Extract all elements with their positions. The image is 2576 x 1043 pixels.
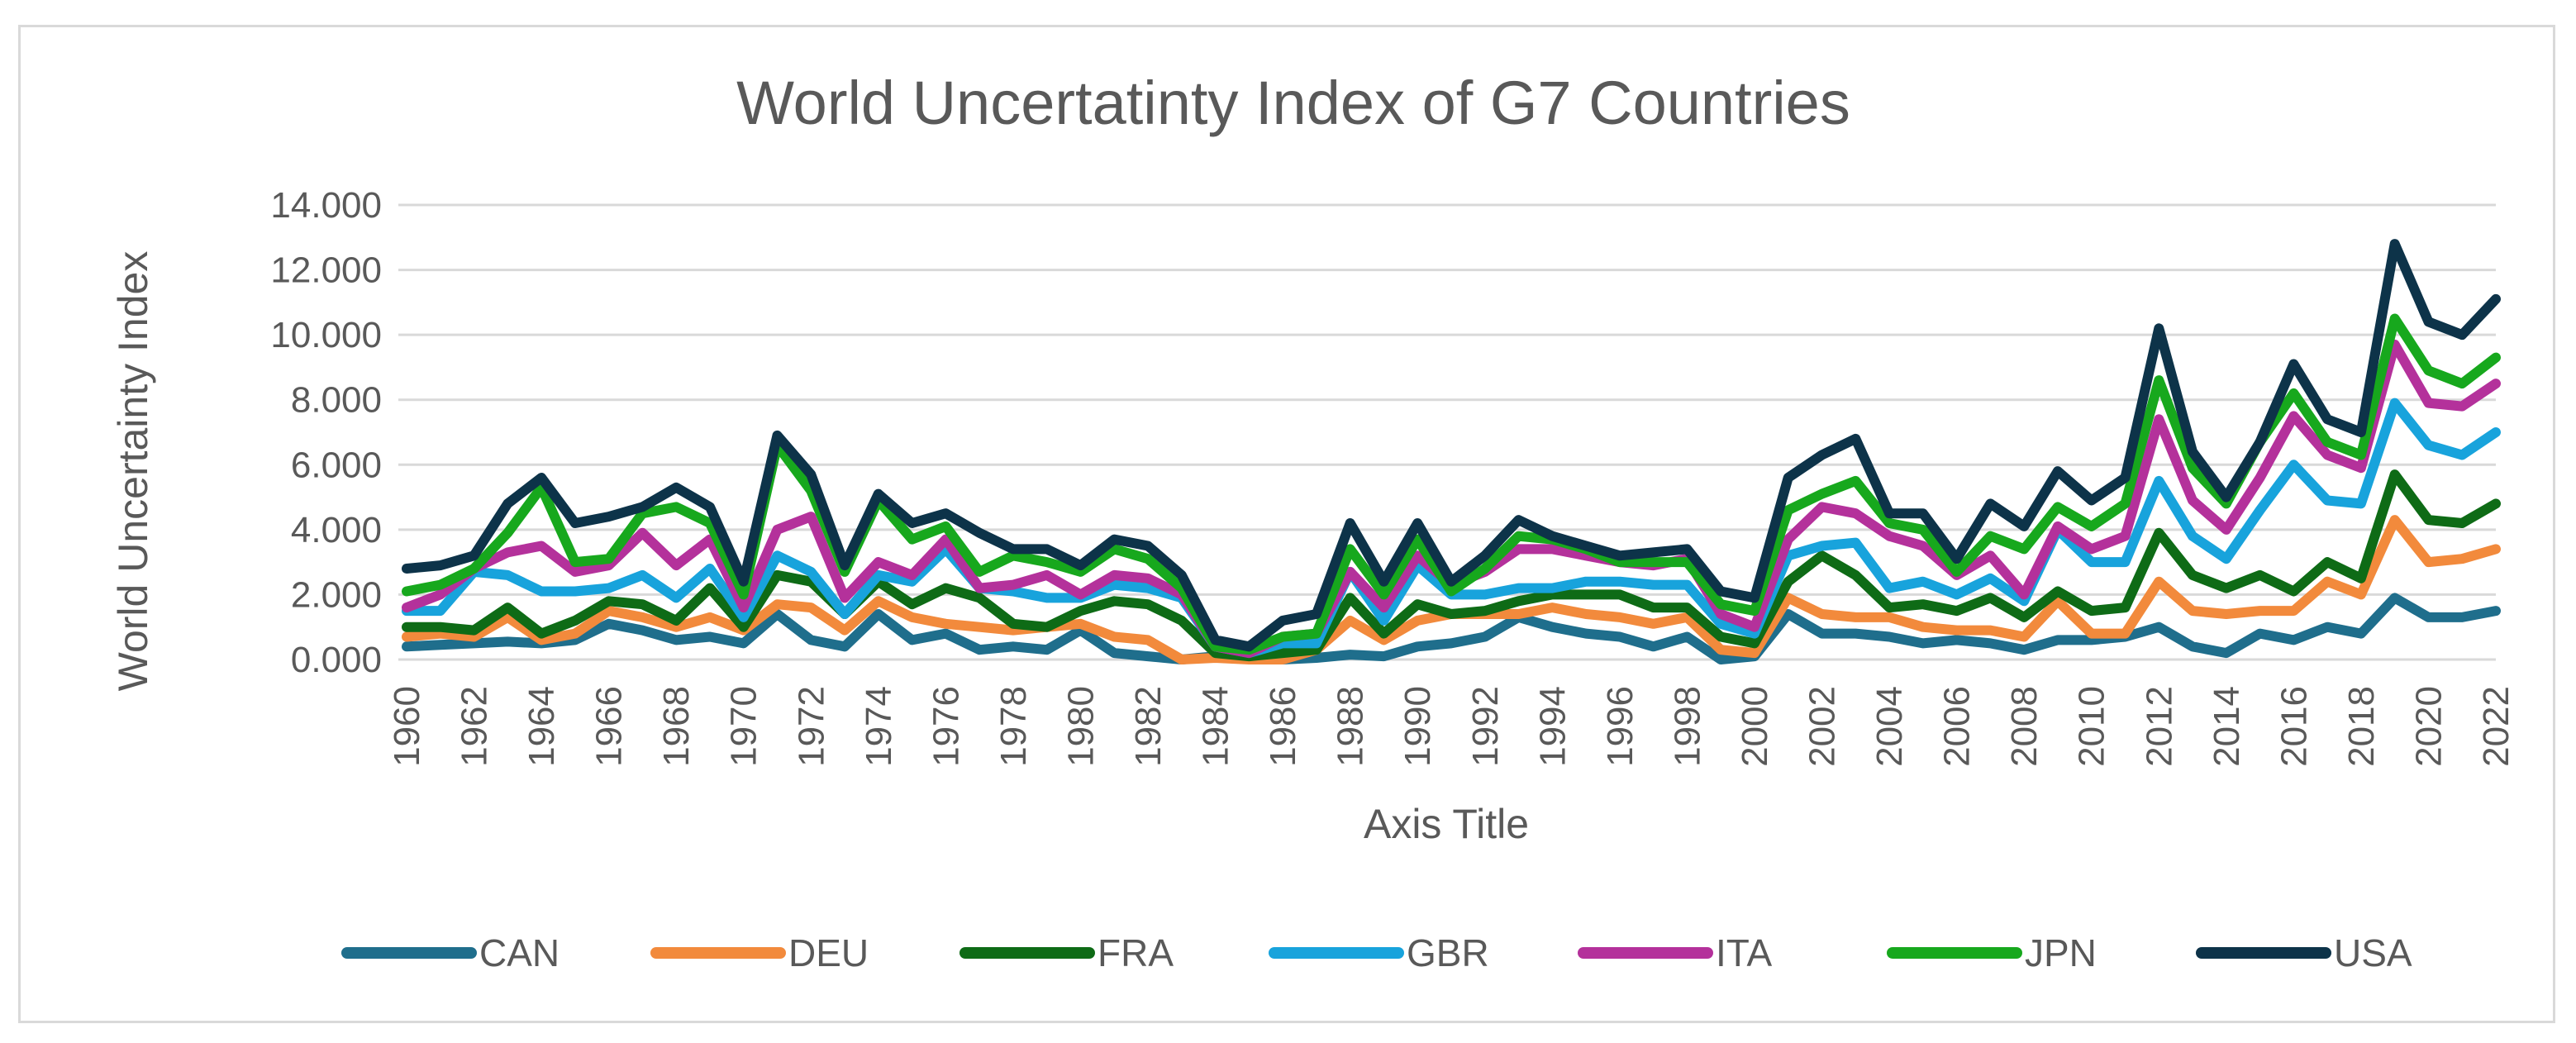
x-tick-label: 2012 — [2139, 686, 2179, 767]
x-tick-label: 1968 — [656, 686, 697, 767]
x-tick-label: 2004 — [1869, 686, 1910, 767]
x-tick-label: 2008 — [2004, 686, 2045, 767]
x-axis-title: Axis Title — [1364, 801, 1529, 847]
y-tick-label: 0.000 — [291, 640, 382, 680]
legend-label-gbr: GBR — [1407, 931, 1489, 974]
y-tick-label: 14.000 — [270, 185, 382, 226]
x-tick-label: 2020 — [2408, 686, 2449, 767]
x-tick-label: 1976 — [926, 686, 966, 767]
x-tick-label: 1970 — [724, 686, 764, 767]
y-tick-labels: 0.000 2.000 4.000 6.000 8.000 10.000 12.000 14.… — [270, 185, 382, 680]
x-tick-label: 2022 — [2476, 686, 2516, 767]
x-tick-label: 2002 — [1802, 686, 1843, 767]
legend: CAN DEU FRA GBR ITA JPN USA — [341, 931, 2412, 974]
series-line-fra — [402, 469, 2501, 662]
x-tick-label: 2018 — [2341, 686, 2382, 767]
x-tick-label: 1986 — [1263, 686, 1303, 767]
x-tick-label: 1972 — [791, 686, 831, 767]
x-tick-label: 2010 — [2072, 686, 2112, 767]
series-lines — [402, 239, 2501, 664]
x-tick-label: 1960 — [387, 686, 427, 767]
x-tick-label: 1980 — [1060, 686, 1101, 767]
x-tick-label: 1994 — [1532, 686, 1573, 767]
x-tick-label: 2000 — [1735, 686, 1775, 767]
x-tick-label: 2016 — [2274, 686, 2314, 767]
x-tick-label: 2006 — [1937, 686, 1978, 767]
y-tick-label: 12.000 — [270, 250, 382, 291]
chart-title: World Uncertatinty Index of G7 Countries — [736, 69, 1850, 137]
x-tick-label: 1974 — [859, 686, 899, 767]
y-tick-label: 6.000 — [291, 445, 382, 485]
x-tick-label: 1964 — [521, 686, 562, 767]
x-tick-label: 1990 — [1398, 686, 1438, 767]
x-tick-label: 1988 — [1331, 686, 1371, 767]
y-tick-label: 8.000 — [291, 380, 382, 421]
legend-label-deu: DEU — [788, 931, 869, 974]
x-tick-labels: 1960 1962 1964 1966 1968 1970 1972 1974 1976 1978… — [387, 686, 2516, 767]
series-line-usa — [402, 239, 2501, 652]
y-axis-title: World Uncertainty Index — [110, 251, 156, 692]
x-tick-label: 2014 — [2207, 686, 2247, 767]
series-line-can — [402, 593, 2501, 664]
x-tick-label: 1996 — [1600, 686, 1640, 767]
legend-label-usa: USA — [2334, 931, 2412, 974]
x-tick-label: 1992 — [1465, 686, 1506, 767]
y-tick-label: 10.000 — [270, 315, 382, 355]
legend-label-fra: FRA — [1098, 931, 1174, 974]
x-tick-label: 1978 — [993, 686, 1034, 767]
legend-label-jpn: JPN — [2025, 931, 2097, 974]
y-tick-label: 4.000 — [291, 510, 382, 550]
y-tick-label: 2.000 — [291, 574, 382, 615]
legend-label-can: CAN — [479, 931, 559, 974]
legend-label-ita: ITA — [1716, 931, 1772, 974]
x-tick-label: 1984 — [1196, 686, 1236, 767]
x-tick-label: 1982 — [1128, 686, 1169, 767]
x-tick-label: 1962 — [455, 686, 495, 767]
x-tick-label: 1966 — [589, 686, 630, 767]
x-tick-label: 1998 — [1667, 686, 1707, 767]
